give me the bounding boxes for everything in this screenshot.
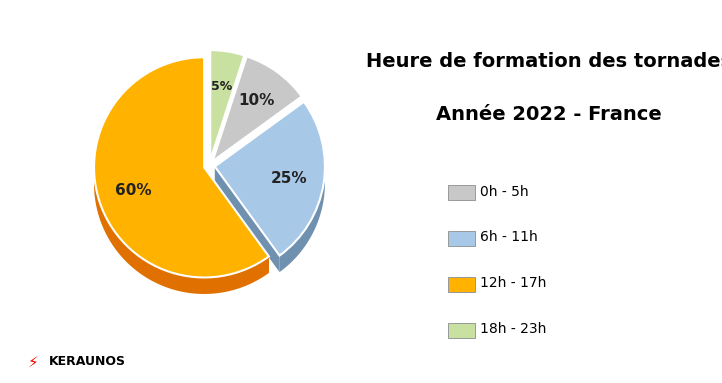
Text: 10%: 10% [238, 93, 275, 108]
Text: Année 2022 - France: Année 2022 - France [436, 105, 661, 124]
Text: 0h - 5h: 0h - 5h [480, 185, 529, 198]
Polygon shape [215, 167, 279, 272]
Text: 12h - 17h: 12h - 17h [480, 277, 547, 290]
Wedge shape [212, 56, 302, 161]
Text: 60%: 60% [115, 183, 151, 198]
Text: KERAUNOS: KERAUNOS [49, 355, 126, 368]
Polygon shape [204, 167, 269, 273]
Wedge shape [215, 102, 325, 255]
Wedge shape [94, 57, 269, 277]
Text: 6h - 11h: 6h - 11h [480, 231, 538, 244]
Text: ⚡: ⚡ [27, 354, 38, 370]
Polygon shape [279, 167, 325, 272]
Text: 18h - 23h: 18h - 23h [480, 322, 547, 336]
Text: Heure de formation des tornades: Heure de formation des tornades [365, 52, 722, 71]
Text: 25%: 25% [271, 171, 307, 186]
Polygon shape [94, 168, 269, 294]
Text: 5%: 5% [212, 80, 232, 93]
Wedge shape [210, 50, 244, 160]
